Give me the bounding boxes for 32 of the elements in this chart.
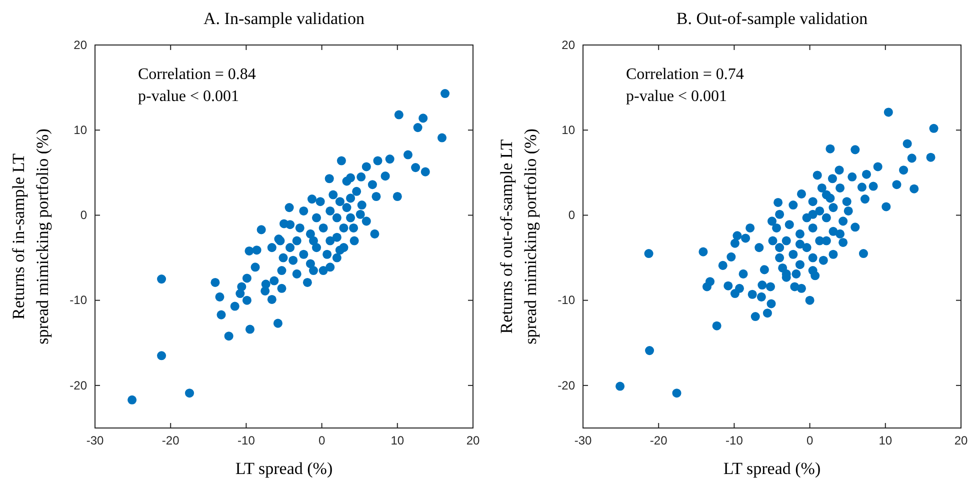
x-tick-label: -10 — [726, 434, 744, 448]
x-axis-title: LT spread (%) — [723, 459, 821, 478]
annotation: Correlation = 0.74 — [626, 66, 744, 83]
y-tick-label: 10 — [74, 122, 88, 137]
x-tick-label: 10 — [390, 434, 404, 448]
y-tick-label: 20 — [562, 38, 576, 52]
y-tick-label: 0 — [568, 208, 576, 222]
y-tick-label: 20 — [74, 38, 88, 52]
y-tick-label: 0 — [80, 208, 88, 222]
y-tick-label: 10 — [562, 122, 576, 137]
y-axis-title: Returns of in-sample LT spread mimicking portfolio (%) — [9, 128, 52, 344]
x-tick-label: -30 — [574, 434, 592, 448]
y-axis-title: Returns of out-of-sample LT spread mimicking portfolio (%) — [497, 128, 540, 344]
x-tick-label: -10 — [238, 434, 256, 448]
x-axis-title: LT spread (%) — [235, 459, 333, 478]
y-tick-label: -10 — [70, 293, 88, 308]
x-tick-label: 0 — [806, 434, 814, 448]
annotation: p-value < 0.001 — [138, 88, 239, 105]
chart-title: B. Out-of-sample validation — [676, 9, 868, 28]
x-tick-label: -30 — [86, 434, 104, 448]
x-tick-label: -20 — [162, 434, 180, 448]
x-tick-label: -20 — [650, 434, 668, 448]
y-tick-label: -10 — [558, 293, 576, 308]
annotation: Correlation = 0.84 — [138, 66, 256, 83]
x-tick-label: 0 — [318, 434, 326, 448]
chart-title: A. In-sample validation — [204, 9, 365, 28]
annotation: p-value < 0.001 — [626, 88, 727, 105]
x-tick-label: 10 — [878, 434, 892, 448]
x-tick-label: 20 — [466, 434, 480, 448]
x-tick-label: 20 — [954, 434, 968, 448]
y-tick-label: -20 — [558, 378, 576, 392]
y-tick-label: -20 — [70, 378, 88, 392]
